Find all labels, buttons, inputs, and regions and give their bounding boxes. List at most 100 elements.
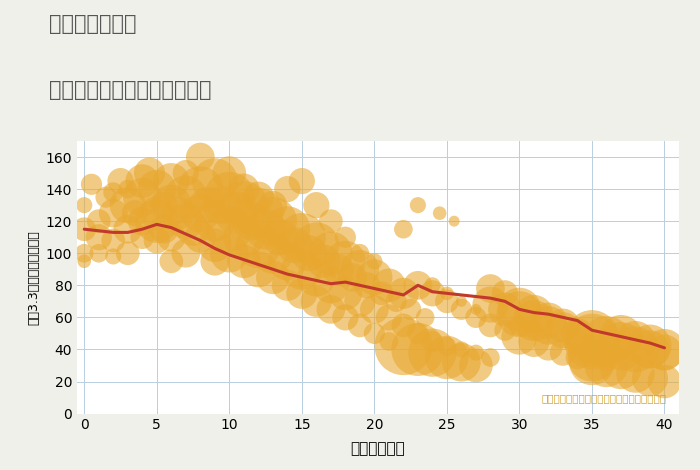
Point	[180, 218, 191, 225]
Point	[485, 285, 496, 292]
Point	[456, 346, 467, 353]
Point	[224, 193, 235, 201]
Point	[238, 258, 249, 265]
Point	[340, 313, 351, 321]
Point	[122, 185, 134, 193]
Point	[209, 177, 220, 185]
Point	[340, 290, 351, 297]
Point	[514, 306, 525, 313]
Point	[615, 365, 626, 372]
Point	[659, 378, 670, 385]
Point	[354, 321, 365, 329]
Point	[122, 201, 134, 209]
Point	[601, 362, 612, 369]
Point	[630, 337, 641, 345]
Point	[209, 218, 220, 225]
Point	[398, 290, 409, 297]
Point	[253, 193, 264, 201]
Point	[630, 346, 641, 353]
Point	[340, 258, 351, 265]
X-axis label: 築年数（年）: 築年数（年）	[351, 441, 405, 456]
Point	[434, 210, 445, 217]
Point	[645, 375, 656, 382]
Point	[195, 185, 206, 193]
Point	[587, 349, 598, 356]
Point	[630, 370, 641, 377]
Point	[151, 218, 162, 225]
Text: 築年数別中古マンション価格: 築年数別中古マンション価格	[49, 80, 211, 100]
Point	[267, 274, 279, 281]
Point	[202, 201, 214, 209]
Point	[470, 306, 482, 313]
Point	[361, 282, 372, 289]
Point	[224, 226, 235, 233]
Point	[542, 343, 554, 350]
Point	[151, 185, 162, 193]
Point	[180, 250, 191, 257]
Point	[281, 258, 293, 265]
Y-axis label: 坪（3.3㎡）単価（万円）: 坪（3.3㎡）単価（万円）	[27, 230, 40, 325]
Point	[122, 226, 134, 233]
Point	[151, 210, 162, 217]
Point	[391, 298, 402, 305]
Point	[281, 226, 293, 233]
Point	[412, 346, 423, 353]
Point	[311, 274, 322, 281]
Point	[369, 274, 380, 281]
Point	[195, 153, 206, 161]
Point	[347, 274, 358, 281]
Point	[274, 234, 286, 241]
Point	[238, 201, 249, 209]
Point	[144, 169, 155, 177]
Point	[108, 210, 119, 217]
Point	[572, 329, 583, 337]
Point	[557, 327, 568, 334]
Point	[231, 210, 242, 217]
Point	[659, 346, 670, 353]
Point	[130, 210, 141, 217]
Point	[427, 349, 438, 356]
Point	[93, 234, 104, 241]
Point	[122, 250, 134, 257]
Point	[166, 177, 177, 185]
Point	[528, 310, 540, 318]
Point	[499, 327, 510, 334]
Point	[93, 218, 104, 225]
Point	[427, 337, 438, 345]
Point	[441, 290, 452, 297]
Point	[311, 242, 322, 249]
Point	[260, 226, 271, 233]
Point	[326, 306, 337, 313]
Point	[601, 354, 612, 361]
Point	[238, 185, 249, 193]
Point	[332, 266, 344, 273]
Point	[108, 253, 119, 260]
Point	[398, 343, 409, 350]
Point	[528, 317, 540, 324]
Point	[542, 321, 554, 329]
Point	[326, 250, 337, 257]
Point	[267, 250, 279, 257]
Point	[195, 234, 206, 241]
Point	[115, 177, 126, 185]
Point	[209, 242, 220, 249]
Point	[645, 346, 656, 353]
Point	[449, 218, 460, 225]
Point	[384, 337, 395, 345]
Point	[514, 321, 525, 329]
Point	[587, 333, 598, 340]
Point	[441, 354, 452, 361]
Point	[528, 327, 540, 334]
Point	[412, 282, 423, 289]
Point	[326, 218, 337, 225]
Point	[557, 349, 568, 356]
Point	[587, 359, 598, 366]
Point	[78, 201, 90, 209]
Point	[188, 226, 199, 233]
Point	[427, 290, 438, 297]
Point	[659, 349, 670, 356]
Point	[151, 237, 162, 244]
Point	[195, 210, 206, 217]
Point	[166, 234, 177, 241]
Point	[615, 333, 626, 340]
